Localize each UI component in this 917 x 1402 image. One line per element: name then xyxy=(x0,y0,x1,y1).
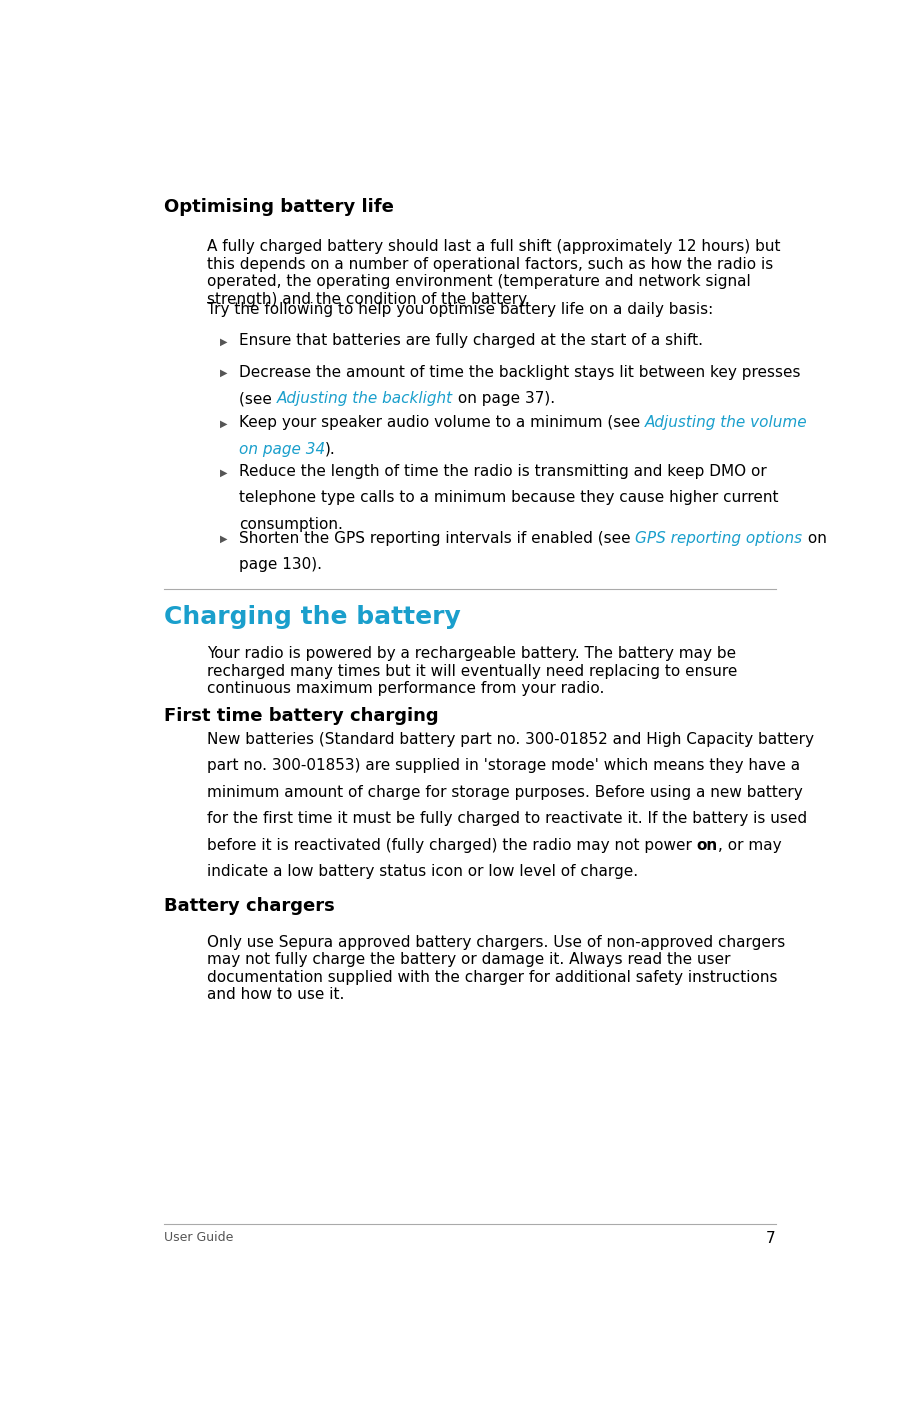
Text: ▶: ▶ xyxy=(220,419,227,429)
Text: ▶: ▶ xyxy=(220,467,227,477)
Text: indicate a low battery status icon or low level of charge.: indicate a low battery status icon or lo… xyxy=(207,864,638,879)
Text: ▶: ▶ xyxy=(220,336,227,346)
Text: Decrease the amount of time the backlight stays lit between key presses: Decrease the amount of time the backligh… xyxy=(239,365,801,380)
Text: Shorten the GPS reporting intervals if enabled (see: Shorten the GPS reporting intervals if e… xyxy=(239,531,635,545)
Text: Try the following to help you optimise battery life on a daily basis:: Try the following to help you optimise b… xyxy=(207,301,713,317)
Text: consumption.: consumption. xyxy=(239,517,343,531)
Text: Battery chargers: Battery chargers xyxy=(164,897,335,916)
Text: for the first time it must be fully charged to reactivate it. If the battery is : for the first time it must be fully char… xyxy=(207,812,807,826)
Text: Ensure that batteries are fully charged at the start of a shift.: Ensure that batteries are fully charged … xyxy=(239,334,703,349)
Text: Only use Sepura approved battery chargers. Use of non-approved chargers
may not : Only use Sepura approved battery charger… xyxy=(207,935,785,1002)
Text: Adjusting the backlight: Adjusting the backlight xyxy=(277,391,453,407)
Text: User Guide: User Guide xyxy=(164,1231,234,1244)
Text: on page 37).: on page 37). xyxy=(453,391,555,407)
Text: Charging the battery: Charging the battery xyxy=(164,606,461,629)
Text: A fully charged battery should last a full shift (approximately 12 hours) but
th: A fully charged battery should last a fu… xyxy=(207,240,780,307)
Text: Keep your speaker audio volume to a minimum (see: Keep your speaker audio volume to a mini… xyxy=(239,415,646,430)
Text: telephone type calls to a minimum because they cause higher current: telephone type calls to a minimum becaus… xyxy=(239,491,779,506)
Text: on page 34: on page 34 xyxy=(239,442,326,457)
Text: ▶: ▶ xyxy=(220,367,227,379)
Text: New batteries (Standard battery part no. 300-01852 and High Capacity battery: New batteries (Standard battery part no.… xyxy=(207,732,814,747)
Text: Optimising battery life: Optimising battery life xyxy=(164,199,394,216)
Text: GPS reporting options: GPS reporting options xyxy=(635,531,802,545)
Text: page 130).: page 130). xyxy=(239,558,322,572)
Text: Adjusting the volume: Adjusting the volume xyxy=(646,415,808,430)
Text: Your radio is powered by a rechargeable battery. The battery may be
recharged ma: Your radio is powered by a rechargeable … xyxy=(207,646,737,697)
Text: part no. 300-01853) are supplied in 'storage mode' which means they have a: part no. 300-01853) are supplied in 'sto… xyxy=(207,758,801,774)
Text: 7: 7 xyxy=(766,1231,776,1245)
Text: Reduce the length of time the radio is transmitting and keep DMO or: Reduce the length of time the radio is t… xyxy=(239,464,767,479)
Text: on: on xyxy=(802,531,826,545)
Text: (see: (see xyxy=(239,391,277,407)
Text: on: on xyxy=(697,837,718,852)
Text: , or may: , or may xyxy=(718,837,781,852)
Text: ).: ). xyxy=(326,442,336,457)
Text: First time battery charging: First time battery charging xyxy=(164,707,439,725)
Text: ▶: ▶ xyxy=(220,534,227,544)
Text: minimum amount of charge for storage purposes. Before using a new battery: minimum amount of charge for storage pur… xyxy=(207,785,802,799)
Text: before it is reactivated (fully charged) the radio may not power: before it is reactivated (fully charged)… xyxy=(207,837,697,852)
